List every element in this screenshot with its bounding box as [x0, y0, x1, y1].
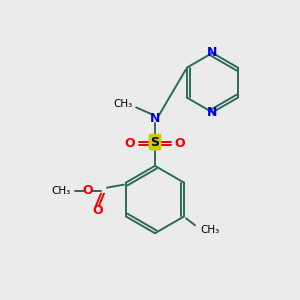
Text: N: N: [207, 106, 218, 119]
Text: N: N: [207, 46, 218, 59]
Text: N: N: [150, 112, 160, 125]
Text: CH₃: CH₃: [113, 99, 132, 110]
Text: O: O: [93, 204, 104, 217]
Text: CH₃: CH₃: [51, 186, 70, 196]
Text: O: O: [83, 184, 93, 197]
Text: CH₃: CH₃: [200, 225, 219, 235]
Text: O: O: [174, 137, 185, 150]
Text: O: O: [125, 137, 136, 150]
Text: S: S: [151, 136, 160, 148]
